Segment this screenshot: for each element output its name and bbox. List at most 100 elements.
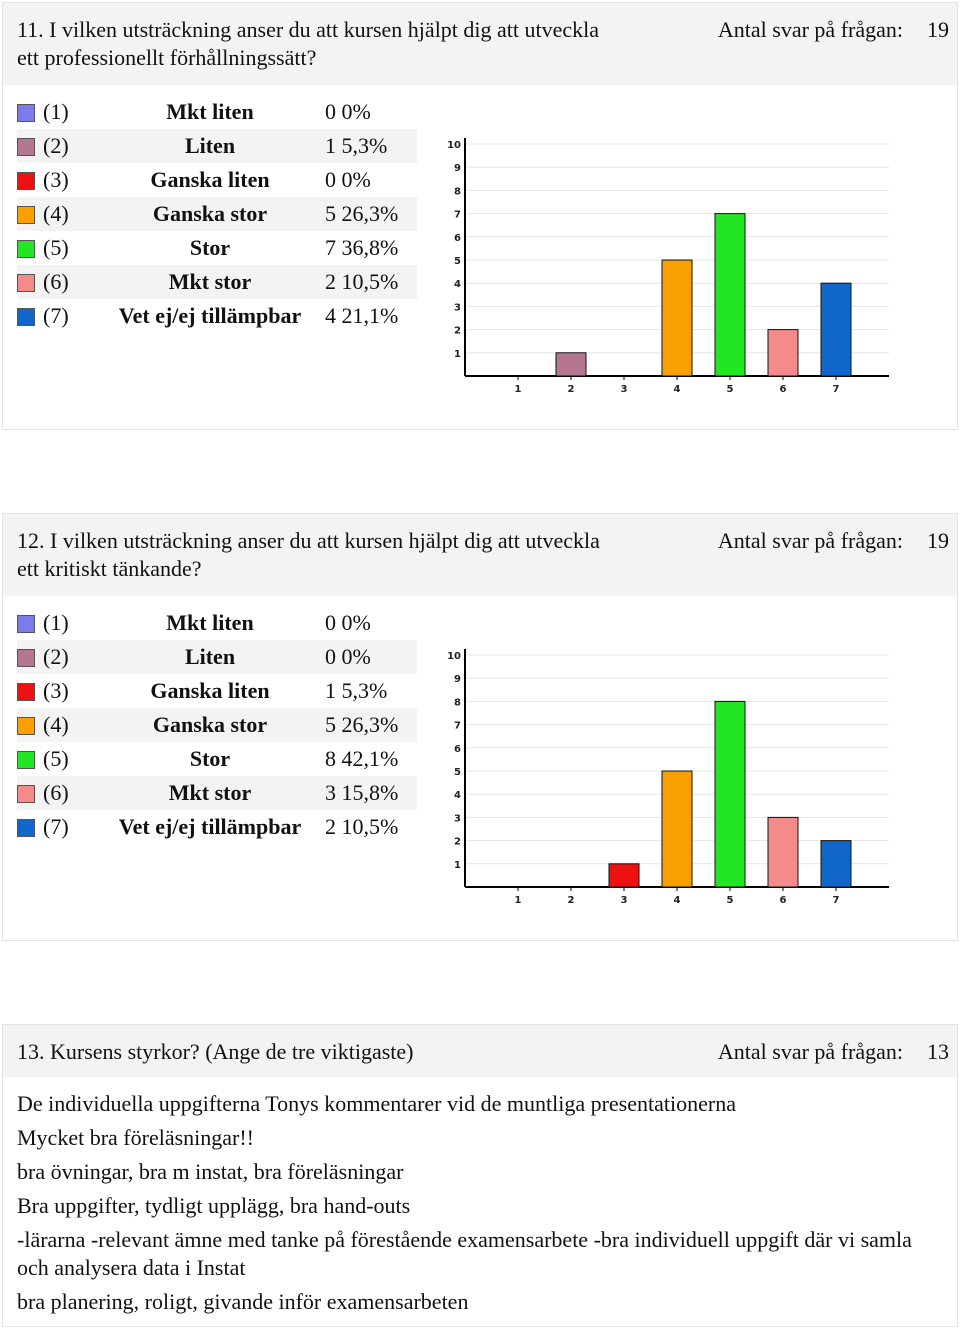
option-value: 8 42,1% — [325, 746, 399, 771]
bar — [820, 840, 852, 888]
option-value: 5 26,3% — [315, 708, 417, 742]
x-tick-label: 6 — [780, 384, 787, 395]
legend-swatch — [17, 239, 35, 258]
y-tick-label: 9 — [454, 674, 461, 685]
option-code: (3) — [43, 167, 69, 192]
option-label: Ganska liten — [150, 678, 270, 703]
option-label: Ganska stor — [105, 197, 315, 231]
option-value: 1 5,3% — [315, 129, 417, 163]
x-tick-label: 1 — [515, 895, 522, 906]
y-tick-label: 10 — [447, 651, 461, 662]
options-table: (1) Mkt liten 0 0% (2) Liten 1 5,3% (3) Ganska … — [17, 95, 417, 333]
y-tick-label: 1 — [454, 860, 461, 871]
x-tick-label: 4 — [674, 895, 681, 906]
option-row: (6) Mkt stor 3 15,8% — [17, 776, 417, 810]
question-13-title: 13. Kursens styrkor? (Ange de tre viktig… — [17, 1039, 414, 1064]
option-code: (7) — [43, 303, 69, 328]
y-tick-label: 2 — [454, 837, 461, 848]
option-value: 0 0% — [325, 99, 371, 124]
x-tick-label: 5 — [727, 895, 734, 906]
legend-swatch — [17, 307, 35, 326]
question-12-header: 12. I vilken utsträckning anser du att k… — [3, 514, 957, 596]
option-value: 1 5,3% — [325, 678, 388, 703]
answer-text: bra övningar, bra m instat, bra föreläsn… — [17, 1159, 404, 1184]
answer-text: Mycket bra föreläsningar!! — [17, 1125, 255, 1150]
option-row: (1) Mkt liten 0 0% — [17, 95, 417, 129]
option-row: (5) Stor 8 42,1% — [17, 742, 417, 776]
answer-count-value: 19 — [927, 528, 949, 553]
bar-chart: 1 2 3 4 5 6 7 8 9 10 1 2 3 4 5 6 7 — [447, 649, 889, 906]
option-code: (7) — [43, 814, 69, 839]
x-tick-label: 4 — [674, 384, 681, 395]
option-label: Mkt liten — [166, 610, 254, 635]
options-table: (1) Mkt liten 0 0% (2) Liten 0 0% (3) Ganska li… — [17, 606, 417, 844]
question-12-section: 12. I vilken utsträckning anser du att k… — [2, 513, 958, 941]
question-11-section: 11. I vilken utsträckning anser du att k… — [2, 2, 958, 430]
question-13-count: Antal svar på frågan: 13 — [718, 1038, 949, 1066]
x-tick-label: 7 — [833, 895, 840, 906]
option-row: (7) Vet ej/ej tillämpbar 2 10,5% — [17, 810, 417, 844]
legend-swatch — [17, 648, 35, 667]
x-tick-label: 5 — [727, 384, 734, 395]
y-tick-label: 7 — [454, 721, 461, 732]
answer-text: De individuella uppgifterna Tonys kommen… — [17, 1091, 736, 1116]
question-13-section: 13. Kursens styrkor? (Ange de tre viktig… — [2, 1024, 958, 1327]
legend-swatch — [17, 103, 35, 122]
x-tick-label: 7 — [833, 384, 840, 395]
x-tick-label: 2 — [568, 384, 575, 395]
option-label: Vet ej/ej tillämpbar — [118, 303, 302, 328]
option-row: (4) Ganska stor 5 26,3% — [17, 708, 417, 742]
option-row: (2) Liten 0 0% — [17, 640, 417, 674]
bar — [661, 770, 693, 888]
option-label: Stor — [189, 746, 231, 771]
y-tick-label: 2 — [454, 326, 461, 337]
y-tick-label: 6 — [454, 744, 461, 755]
answer-count-label: Antal svar på frågan: — [717, 17, 903, 42]
x-tick-label: 2 — [568, 895, 575, 906]
option-value: 0 0% — [325, 167, 371, 192]
option-code: (4) — [43, 201, 69, 226]
y-tick-label: 8 — [454, 186, 461, 197]
y-tick-label: 3 — [454, 813, 461, 824]
option-row: (5) Stor 7 36,8% — [17, 231, 417, 265]
option-label: Stor — [189, 235, 231, 260]
x-tick-label: 6 — [780, 895, 787, 906]
answer-count-value: 19 — [927, 17, 949, 42]
option-row: (1) Mkt liten 0 0% — [17, 606, 417, 640]
option-value: 3 15,8% — [315, 776, 417, 810]
option-code: (6) — [43, 780, 69, 805]
option-value: 5 26,3% — [315, 197, 417, 231]
question-12-count: Antal svar på frågan: 19 — [718, 527, 949, 555]
option-value: 0 0% — [325, 610, 371, 635]
legend-swatch — [17, 716, 35, 735]
legend-swatch — [17, 273, 35, 292]
y-tick-label: 5 — [454, 256, 461, 267]
option-row: (4) Ganska stor 5 26,3% — [17, 197, 417, 231]
y-tick-label: 4 — [454, 279, 461, 290]
y-tick-label: 10 — [447, 140, 461, 151]
y-tick-label: 9 — [454, 163, 461, 174]
option-value: 4 21,1% — [325, 303, 399, 328]
option-row: (2) Liten 1 5,3% — [17, 129, 417, 163]
option-code: (3) — [43, 678, 69, 703]
option-value: 7 36,8% — [325, 235, 399, 260]
option-label: Mkt liten — [166, 99, 254, 124]
option-code: (1) — [43, 610, 69, 635]
option-row: (3) Ganska liten 1 5,3% — [17, 674, 417, 708]
question-12-title: 12. I vilken utsträckning anser du att k… — [17, 528, 600, 581]
bar — [714, 700, 746, 888]
option-code: (6) — [43, 269, 69, 294]
bar — [767, 329, 799, 377]
option-label: Ganska liten — [150, 167, 270, 192]
bar — [661, 259, 693, 377]
legend-swatch — [17, 682, 35, 701]
option-code: (5) — [43, 746, 69, 771]
option-code: (2) — [43, 133, 69, 158]
legend-swatch — [17, 171, 35, 190]
answer-text: -lärarna -relevant ämne med tanke på för… — [17, 1227, 912, 1280]
option-row: (6) Mkt stor 2 10,5% — [17, 265, 417, 299]
y-tick-label: 4 — [454, 790, 461, 801]
option-value: 0 0% — [315, 640, 417, 674]
option-value: 2 10,5% — [325, 814, 399, 839]
answer-text: bra planering, roligt, givande inför exa… — [17, 1289, 469, 1314]
